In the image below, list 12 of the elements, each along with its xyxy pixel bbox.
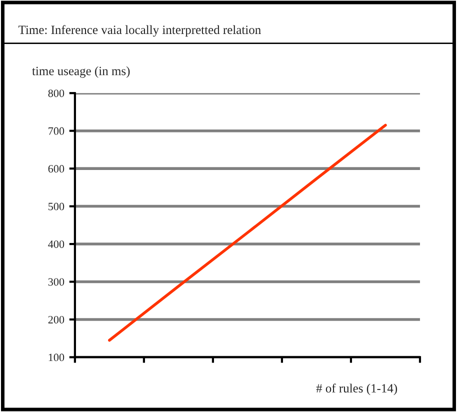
y-tick-label: 600 [48, 165, 64, 173]
y-tick-label: 500 [48, 202, 64, 210]
y-tick-label: 400 [48, 240, 64, 248]
y-tick-label: 100 [48, 354, 64, 362]
y-axis-title: time useage (in ms) [32, 66, 130, 78]
y-tick-label: 700 [48, 127, 64, 135]
line-series [108, 124, 387, 342]
chart-title: Time: Inference vaia locally interpretted relation [18, 25, 261, 37]
y-tick-label: 300 [48, 278, 64, 286]
y-tick-label: 800 [48, 90, 64, 98]
y-tick-label: 200 [48, 316, 64, 324]
x-axis-title: # of rules (1-14) [316, 384, 398, 396]
